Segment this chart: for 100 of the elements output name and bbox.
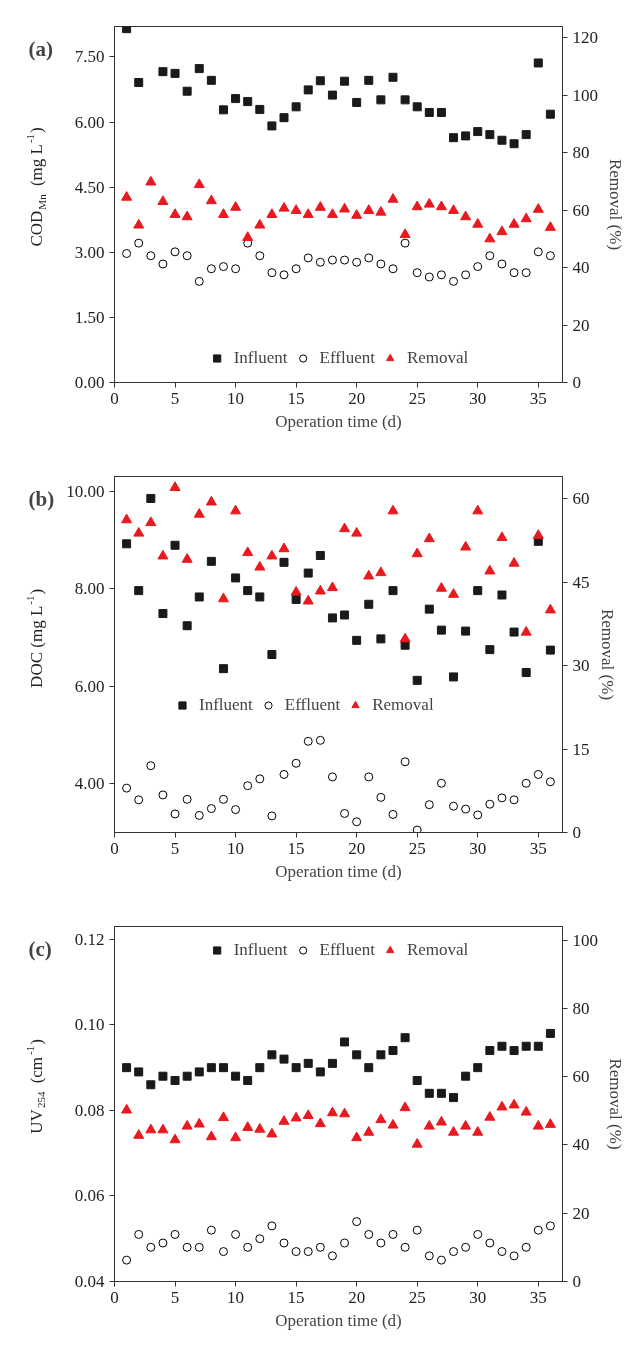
point (520, 1105, 532, 1116)
y2-tick-label: 80 (572, 998, 590, 1018)
point (145, 1123, 157, 1134)
point (302, 594, 314, 605)
point (122, 539, 132, 549)
point (485, 251, 495, 261)
point (340, 1238, 350, 1248)
point (193, 508, 205, 518)
point (435, 200, 447, 211)
point (436, 107, 446, 117)
point (267, 121, 277, 131)
point (194, 810, 204, 820)
point (315, 257, 325, 267)
point (473, 810, 483, 820)
point (508, 1098, 520, 1109)
y-tick-label: 6.00 (74, 112, 105, 132)
point (376, 259, 386, 269)
point (364, 772, 374, 782)
point (254, 1122, 266, 1133)
point (194, 1067, 204, 1077)
point (267, 811, 277, 821)
point (327, 90, 337, 100)
point (509, 795, 519, 805)
point (449, 672, 459, 682)
point (363, 569, 375, 580)
point (388, 1046, 398, 1056)
point (449, 801, 459, 811)
point (449, 276, 459, 286)
point (449, 1093, 459, 1103)
y-tick-label: 8.00 (74, 579, 105, 599)
point (412, 1075, 422, 1085)
x-axis-title: Operation time (d) (275, 1310, 402, 1330)
x-tick-label: 10 (227, 838, 245, 858)
point (423, 1119, 435, 1130)
point (314, 201, 326, 211)
point (399, 228, 411, 239)
point (363, 1126, 375, 1136)
point (181, 553, 193, 563)
y-axis-title: UV254 (cm-1) (24, 1039, 47, 1134)
point (411, 1138, 423, 1148)
point (266, 1127, 278, 1138)
y2-tick-label: 60 (572, 489, 590, 509)
point (315, 1067, 325, 1077)
point (352, 1217, 362, 1227)
x-tick-label: 10 (227, 388, 245, 408)
point (533, 58, 543, 68)
point (509, 1046, 519, 1056)
point (218, 1063, 228, 1073)
point (134, 1067, 144, 1077)
point (508, 218, 520, 228)
point (461, 1071, 471, 1081)
point (340, 808, 350, 818)
point (508, 557, 520, 567)
y2-tick-label: 30 (572, 656, 590, 676)
point (157, 1123, 169, 1134)
point (436, 625, 446, 635)
point (412, 675, 422, 685)
point (122, 783, 132, 793)
point (461, 1242, 471, 1252)
point (327, 772, 337, 782)
point (182, 251, 192, 261)
point (243, 97, 253, 107)
point (351, 209, 363, 219)
point (364, 75, 374, 85)
point (412, 1225, 422, 1235)
point (158, 790, 168, 800)
y2-tick-label: 45 (572, 572, 590, 592)
point (169, 1133, 181, 1144)
legend-label: Influent (233, 348, 288, 368)
point (497, 1041, 507, 1051)
point (290, 1111, 302, 1122)
legend-label: Influent (233, 940, 288, 960)
point (231, 573, 241, 583)
point (193, 178, 205, 189)
point (545, 109, 555, 119)
point (521, 1041, 531, 1051)
point (352, 817, 362, 827)
point (485, 1046, 495, 1056)
y2-tick-label: 0 (572, 823, 581, 842)
point (545, 1028, 555, 1038)
y2-tick-label: 40 (572, 258, 590, 278)
point (400, 238, 410, 248)
point (448, 1126, 460, 1136)
point (206, 264, 216, 274)
point (375, 205, 387, 216)
point (205, 194, 217, 205)
point (497, 590, 507, 600)
point (181, 210, 193, 221)
point (302, 208, 314, 218)
point (145, 175, 157, 186)
y-axis-title: DOC (mg L-1) (24, 588, 46, 688)
point (496, 225, 508, 236)
x-tick-label: 5 (170, 388, 180, 408)
y-tick-label: 10.00 (66, 481, 105, 501)
point (435, 1115, 447, 1126)
point (194, 276, 204, 286)
point (339, 522, 351, 533)
point (485, 1238, 495, 1248)
point (290, 585, 302, 596)
y2-tick-label: 40 (572, 1135, 590, 1155)
